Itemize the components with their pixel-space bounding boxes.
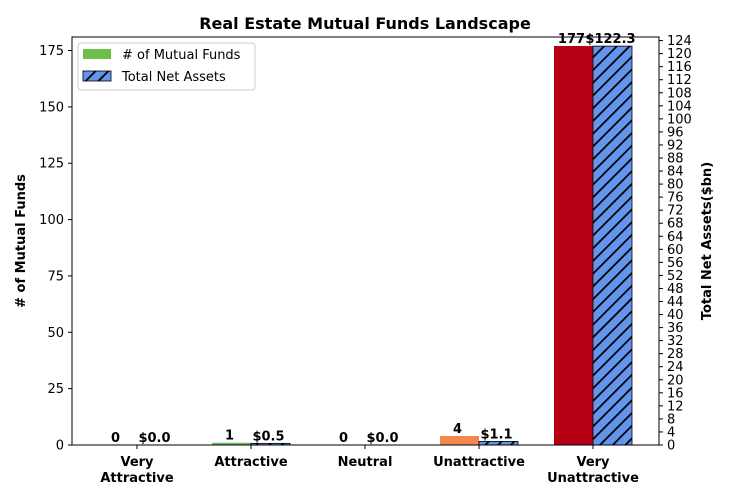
legend-label-mutual-funds: # of Mutual Funds [122,48,241,63]
plot-frame [71,36,660,446]
y2-tick-label: 112 [667,73,692,88]
y2-tick-label: 20 [667,373,684,388]
y-tick-label: 0 [56,439,64,454]
y2-tick-label: 32 [667,334,684,349]
y-tick-label: 75 [47,269,64,284]
y2-tick-label: 120 [667,47,692,62]
y2-tick-label: 88 [667,151,684,166]
y2-tick-label: 100 [667,112,692,127]
y2-tick-label: 52 [667,269,684,284]
data-label-total-net-assets: $0.0 [138,431,170,446]
y2-tick-label: 48 [667,282,684,297]
x-tick-label: Unattractive [433,455,525,470]
y2-tick-label: 40 [667,308,684,323]
bar-mutual-funds [212,442,251,445]
y-tick-label: 175 [39,44,64,59]
y2-tick-label: 104 [667,99,692,114]
data-label-mutual-funds: 0 [111,431,120,446]
y2-tick-label: 80 [667,178,684,193]
y2-tick-label: 0 [667,439,675,454]
y2-tick-label: 12 [667,399,684,414]
bar-mutual-funds [440,435,479,445]
y2-tick-label: 16 [667,386,684,401]
data-label-mutual-funds: 4 [453,422,462,437]
y-tick-label: 100 [39,213,64,228]
y2-tick-label: 116 [667,60,692,75]
y2-tick-label: 60 [667,243,684,258]
y-tick-label: 25 [47,382,64,397]
bar-total-net-assets [592,45,633,446]
y2-tick-label: 64 [667,230,684,245]
bar-mutual-funds [554,46,593,446]
x-tick-label: Very Attractive [100,455,174,486]
y2-tick-label: 68 [667,217,684,232]
chart-title: Real Estate Mutual Funds Landscape [199,14,531,33]
legend: # of Mutual Funds Total Net Assets [77,42,256,91]
y-tick-label: 50 [47,326,64,341]
y2-tick-label: 24 [667,360,684,375]
y2-tick-label: 8 [667,412,675,427]
y2-tick-label: 124 [667,34,692,49]
y2-tick-label: 84 [667,165,684,180]
y2-tick-label: 76 [667,191,684,206]
y2-tick-label: 96 [667,125,684,140]
y2-tick-label: 92 [667,138,684,153]
x-tick-label: Attractive [214,455,288,470]
legend-label-total-net-assets: Total Net Assets [121,70,226,85]
y-tick-label: 150 [39,100,64,115]
y2-tick-label: 72 [667,204,684,219]
data-label-mutual-funds: 0 [339,431,348,446]
y2-tick-label: 56 [667,256,684,271]
y-axis-label: # of Mutual Funds [14,174,29,308]
data-label-total-net-assets: $122.3 [585,32,635,47]
legend-swatch-total-net-assets [82,70,112,82]
data-label-total-net-assets: $0.0 [366,431,398,446]
y2-tick-label: 36 [667,321,684,336]
legend-box [77,42,256,91]
data-label-mutual-funds: 177 [558,32,585,47]
legend-swatch-mutual-funds [83,49,111,59]
x-tick-label: Neutral [338,455,393,470]
data-label-total-net-assets: $0.5 [252,429,284,444]
y2-tick-label: 4 [667,425,675,440]
data-label-mutual-funds: 1 [225,429,234,444]
x-tick-label: Very Unattractive [547,455,639,486]
y2-tick-label: 108 [667,86,692,101]
data-label-total-net-assets: $1.1 [480,427,512,442]
y2-axis-label: Total Net Assets($bn) [700,162,715,320]
y2-tick-label: 44 [667,295,684,310]
y2-tick-label: 28 [667,347,684,362]
y-tick-label: 125 [39,157,64,172]
